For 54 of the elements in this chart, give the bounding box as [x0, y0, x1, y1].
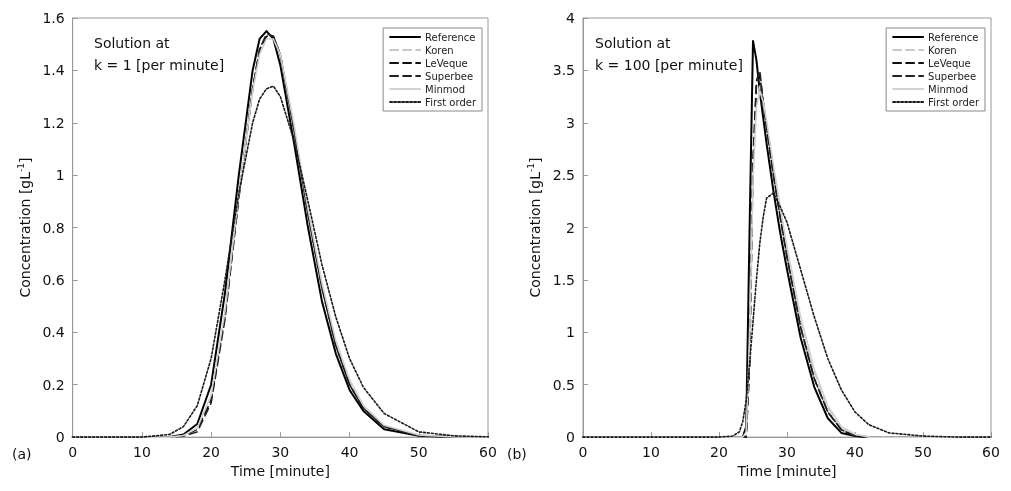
y-axis-title: Concentration [gL-1]	[15, 157, 33, 298]
y-tick-label: 0	[566, 429, 575, 446]
y-tick-label: 1.5	[552, 271, 575, 288]
y-tick-label: 3	[566, 114, 575, 131]
y-tick-label: 1.6	[42, 10, 65, 26]
x-tick-label: 30	[778, 444, 796, 461]
legend-label: Reference	[928, 31, 979, 43]
x-axis-title: Time [minute]	[736, 463, 837, 479]
x-tick-label: 20	[202, 444, 221, 461]
x-tick-label: 30	[271, 444, 290, 461]
legend-label: Superbee	[928, 70, 977, 82]
text: (a)	[12, 446, 32, 462]
y-tick-label: 0	[55, 429, 65, 446]
y-tick-label: 0.5	[552, 376, 575, 393]
legend-label: Koren	[425, 44, 454, 56]
legend-label: Superbee	[425, 70, 474, 82]
legend-label: Reference	[425, 31, 476, 43]
legend-label: Minmod	[928, 83, 969, 95]
y-tick-label: 2	[566, 219, 575, 236]
legend-label: LeVeque	[928, 57, 971, 69]
annotation: k = 1 [per minute]	[94, 57, 225, 73]
x-tick-label: 60	[479, 444, 497, 461]
x-tick-label: 0	[578, 444, 588, 461]
x-tick-label: 50	[914, 444, 932, 461]
text: (b)	[507, 446, 527, 462]
annotation: k = 100 [per minute]	[595, 57, 743, 73]
y-tick-label: 3.5	[552, 62, 575, 79]
y-tick-label: 2.5	[552, 167, 575, 184]
x-tick-label: 40	[846, 444, 864, 461]
y-tick-label: 0.6	[42, 271, 65, 288]
legend-label: First order	[928, 96, 980, 108]
y-tick-label: 1.4	[42, 62, 65, 79]
x-tick-label: 60	[982, 444, 1000, 461]
x-tick-label: 20	[710, 444, 728, 461]
x-tick-label: 0	[68, 444, 78, 461]
y-tick-label: 1.2	[42, 114, 65, 131]
y-tick-label: 0.4	[42, 324, 65, 341]
annotation: Solution at	[94, 35, 171, 51]
x-axis-title: Time [minute]	[229, 463, 330, 479]
y-axis-title: Concentration [gL-1]	[525, 157, 543, 298]
legend-label: First order	[425, 96, 477, 108]
x-tick-label: 10	[642, 444, 660, 461]
legend-label: Koren	[928, 44, 957, 56]
legend-label: Minmod	[425, 83, 466, 95]
y-tick-label: 1	[566, 324, 575, 341]
x-tick-label: 40	[340, 444, 359, 461]
y-tick-label: 1	[55, 167, 65, 184]
y-tick-label: 0.2	[42, 376, 65, 393]
x-tick-label: 10	[132, 444, 151, 461]
annotation: Solution at	[595, 35, 672, 51]
legend-label: LeVeque	[425, 57, 468, 69]
x-tick-label: 50	[409, 444, 428, 461]
y-tick-label: 0.8	[42, 219, 65, 236]
y-tick-label: 4	[566, 10, 576, 26]
